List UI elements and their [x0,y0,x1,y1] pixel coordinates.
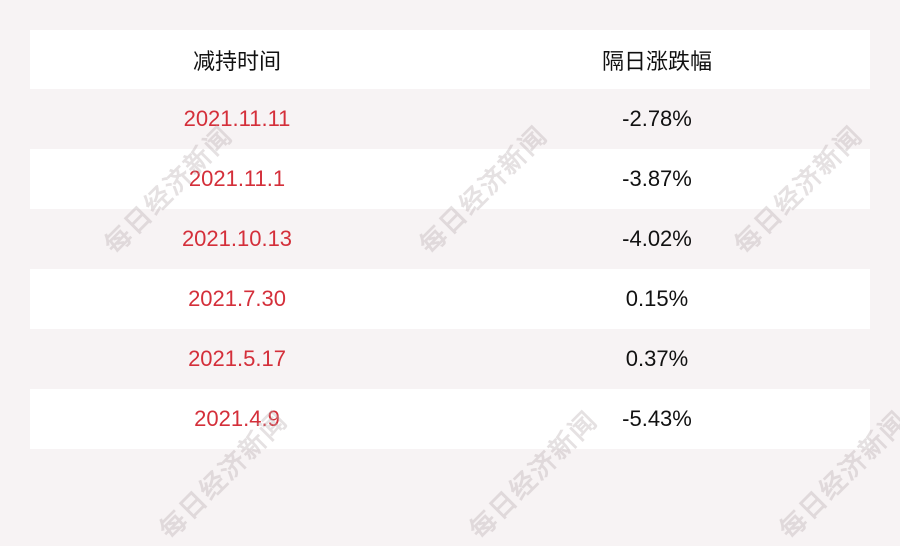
table-row: 2021.10.13 -4.02% [30,209,870,269]
table-row: 2021.5.17 0.37% [30,329,870,389]
change-cell: -4.02% [622,226,692,251]
change-cell: -3.87% [622,166,692,191]
date-cell: 2021.11.1 [188,166,286,191]
change-cell: -5.43% [622,406,692,431]
date-cell: 2021.7.30 [188,286,286,311]
date-cell: 2021.5.17 [188,346,286,371]
date-cell: 2021.10.13 [181,226,293,251]
table-row: 2021.7.30 0.15% [30,269,870,329]
table-row: 2021.4.9 -5.43% [30,389,870,449]
change-cell: -2.78% [622,106,692,131]
date-cell: 2021.11.11 [183,106,291,131]
data-table: 减持时间 隔日涨跌幅 2021.11.11 -2.78% 2021.11.1 -… [30,30,870,449]
header-reduction-date: 减持时间 [192,49,281,75]
header-next-day-change: 隔日涨跌幅 [601,49,712,75]
table-row: 2021.11.1 -3.87% [30,149,870,209]
change-cell: 0.37% [625,346,689,371]
table-header: 减持时间 隔日涨跌幅 [30,30,870,89]
change-cell: 0.15% [625,286,689,311]
date-cell: 2021.4.9 [194,406,280,431]
table-row: 2021.11.11 -2.78% [30,89,870,149]
